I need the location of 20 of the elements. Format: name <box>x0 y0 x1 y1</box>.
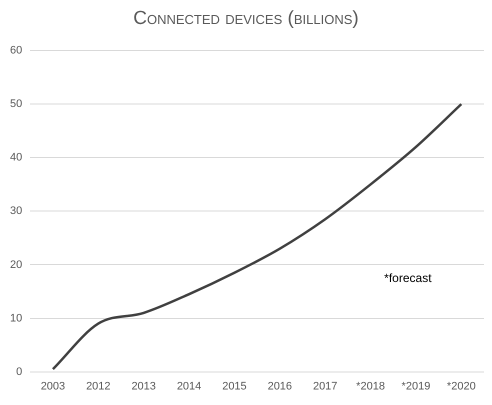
chart-title: Connected devices (billions) <box>132 8 360 30</box>
x-tick-label: *2020 <box>446 380 476 392</box>
x-tick-label: *2018 <box>356 380 385 392</box>
x-tick-label: 2014 <box>176 380 202 392</box>
x-tick-label: 2017 <box>312 380 338 392</box>
y-tick-label: 0 <box>16 366 22 378</box>
annotation: *forecast <box>384 270 432 285</box>
x-tick-label: *2019 <box>402 380 430 392</box>
y-tick-label: 60 <box>10 44 22 57</box>
x-tick-label: 2013 <box>131 380 156 392</box>
x-tick-label: 2012 <box>86 380 111 392</box>
y-tick-label: 10 <box>10 312 22 324</box>
line-series <box>52 102 463 370</box>
y-tick-label: 30 <box>10 205 22 218</box>
x-tick-label: 2015 <box>222 380 247 392</box>
x-tick-label: 2016 <box>268 380 292 392</box>
y-tick-label: 40 <box>10 152 22 164</box>
y-tick-label: 50 <box>10 98 22 110</box>
x-tick-label: 2003 <box>40 380 66 392</box>
y-tick-label: 20 <box>10 258 22 271</box>
